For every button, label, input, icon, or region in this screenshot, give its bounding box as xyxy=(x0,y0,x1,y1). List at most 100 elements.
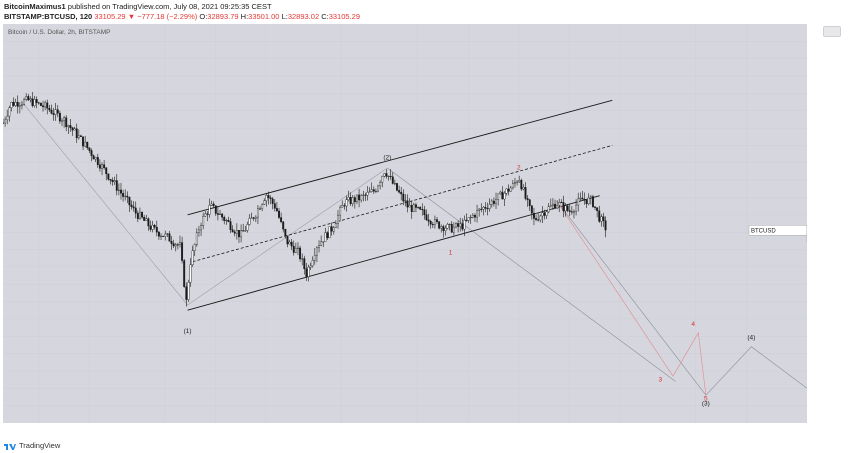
candle-body xyxy=(526,198,529,200)
candle-body xyxy=(219,213,221,215)
candle-body xyxy=(252,217,255,219)
candle-body xyxy=(370,189,373,192)
candle-body xyxy=(111,179,114,183)
candle-body xyxy=(389,175,392,177)
candle-body xyxy=(6,115,9,121)
candle-body xyxy=(23,99,26,105)
price-axis-background xyxy=(807,24,847,436)
candle-body xyxy=(543,212,546,216)
candle-body xyxy=(442,226,445,231)
wave-label-red: 5 xyxy=(704,395,708,402)
candle-body xyxy=(71,127,74,131)
candle-body xyxy=(522,187,525,190)
candle-body xyxy=(501,191,504,200)
candle-body xyxy=(362,194,365,196)
candle-body xyxy=(37,102,40,104)
candle-body xyxy=(33,99,36,106)
candle-body xyxy=(461,223,464,230)
chart-settings-button[interactable] xyxy=(823,26,841,37)
plot-background xyxy=(3,24,807,423)
candle-body xyxy=(250,217,253,219)
wave-label: (4) xyxy=(747,335,755,342)
candle-body xyxy=(124,195,127,197)
candle-body xyxy=(176,244,179,246)
candle-body xyxy=(27,96,30,101)
footer-brand[interactable]: TradingView xyxy=(19,441,61,450)
candle-body xyxy=(235,230,238,234)
low-value: 32893.02 xyxy=(287,12,320,21)
candle-body xyxy=(305,268,308,277)
candle-body xyxy=(410,205,413,212)
publisher-line: BitcoinMaximus1 published on TradingView… xyxy=(4,2,272,11)
author-name[interactable]: BitcoinMaximus1 xyxy=(4,2,66,11)
candle-body xyxy=(231,229,234,233)
grid-lines xyxy=(3,24,807,423)
candle-body xyxy=(39,102,42,106)
candle-body xyxy=(48,107,51,111)
candle-body xyxy=(446,224,449,229)
candle-body xyxy=(202,216,205,226)
candle-body xyxy=(248,218,251,225)
candle-body xyxy=(404,200,407,202)
candle-body xyxy=(42,105,44,108)
channel-lower-line xyxy=(187,195,600,311)
candle-body xyxy=(278,210,280,218)
candle-body xyxy=(594,206,596,208)
candle-body xyxy=(221,213,224,218)
candle-body xyxy=(396,183,398,191)
candle-body xyxy=(86,141,89,149)
candle-body xyxy=(334,223,337,229)
candle-body xyxy=(166,233,169,235)
candle-body xyxy=(75,128,78,139)
candle-body xyxy=(189,264,192,283)
candle-body xyxy=(244,230,247,232)
candle-body xyxy=(61,120,63,122)
candle-body xyxy=(564,205,567,212)
candle-body xyxy=(351,197,354,204)
candle-body xyxy=(406,200,409,208)
candle-body xyxy=(128,196,131,206)
candle-body xyxy=(282,221,285,230)
candle-body xyxy=(387,175,390,177)
candle-body xyxy=(368,191,371,193)
candle-body xyxy=(120,189,122,194)
candle-body xyxy=(497,193,500,200)
candle-body xyxy=(299,247,302,260)
open-value: 32893.79 xyxy=(207,12,239,21)
candle-body xyxy=(495,199,497,204)
candle-body xyxy=(383,173,386,177)
candle-body xyxy=(290,241,293,247)
candle-body xyxy=(214,205,217,214)
candle-body xyxy=(473,215,476,218)
candle-body xyxy=(54,109,57,115)
candle-body xyxy=(438,221,441,229)
candle-body xyxy=(366,192,369,196)
candle-body xyxy=(455,223,457,228)
candle-body xyxy=(10,102,13,108)
channel-upper-line xyxy=(187,99,613,216)
wave-label-red: 2 xyxy=(517,165,521,172)
candle-body xyxy=(545,211,548,216)
candle-body xyxy=(417,206,420,208)
candle-body xyxy=(229,221,232,230)
candle-body xyxy=(598,210,601,222)
candle-body xyxy=(73,128,76,131)
candle-body xyxy=(162,235,165,237)
symbol-line: BITSTAMP:BTCUSD, 120 33105.29 ▼ −777.18 … xyxy=(4,12,360,21)
candle-body xyxy=(585,199,588,205)
last-price-symbol: BTCUSD xyxy=(751,228,776,234)
candle-body xyxy=(596,207,599,211)
candle-body xyxy=(364,194,367,196)
candle-body xyxy=(208,205,211,215)
candle-body xyxy=(105,167,108,175)
candle-body xyxy=(155,226,158,233)
wave-label: (2) xyxy=(383,154,391,161)
candle-body xyxy=(419,206,422,210)
candle-body xyxy=(577,198,580,206)
candle-body xyxy=(549,205,552,207)
candle-body xyxy=(349,197,352,204)
high-value: 33501.00 xyxy=(248,12,280,21)
candle-body xyxy=(136,212,139,219)
